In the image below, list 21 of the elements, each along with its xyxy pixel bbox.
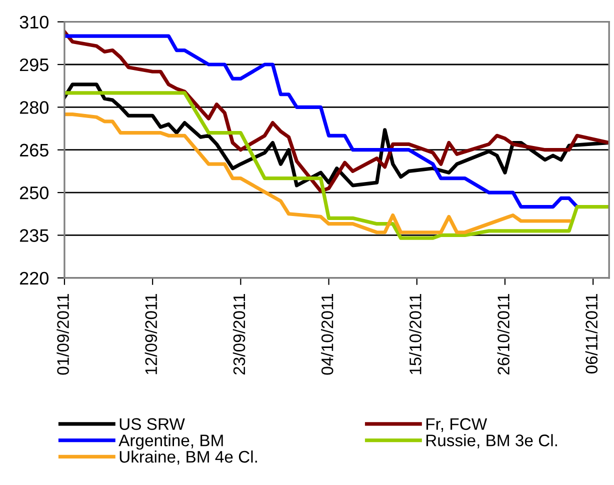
line-series	[64, 34, 579, 209]
x-tick-label: 15/10/2011	[409, 294, 422, 374]
y-tick-label: 235	[20, 229, 48, 242]
y-tick-label: 280	[20, 101, 48, 114]
y-tick-label: 295	[20, 58, 48, 72]
legend-label: Argentine, BM	[118, 434, 223, 450]
legend-label: US SRW	[120, 418, 185, 430]
line-series	[64, 112, 571, 234]
y-tick-label: 250	[20, 186, 48, 200]
y-tick-label: 265	[20, 144, 48, 157]
x-tick-label: 23/09/2011	[232, 294, 246, 375]
x-tick-label: 06/11/2011	[585, 294, 598, 374]
x-tick-label: 26/10/2011	[497, 294, 510, 375]
legend-label: Fr, FCW	[426, 418, 488, 432]
legend-label: Ukraine, BM 4e Cl.	[120, 450, 257, 465]
y-tick-label: 310	[20, 16, 48, 29]
legend-label: Russie, BM 3e Cl.	[426, 434, 557, 448]
x-tick-label: 04/10/2011	[321, 294, 334, 375]
x-tick-label: 12/09/2011	[144, 294, 158, 374]
x-tick-label: 01/09/2011	[56, 294, 69, 375]
y-tick-label: 220	[20, 272, 48, 285]
